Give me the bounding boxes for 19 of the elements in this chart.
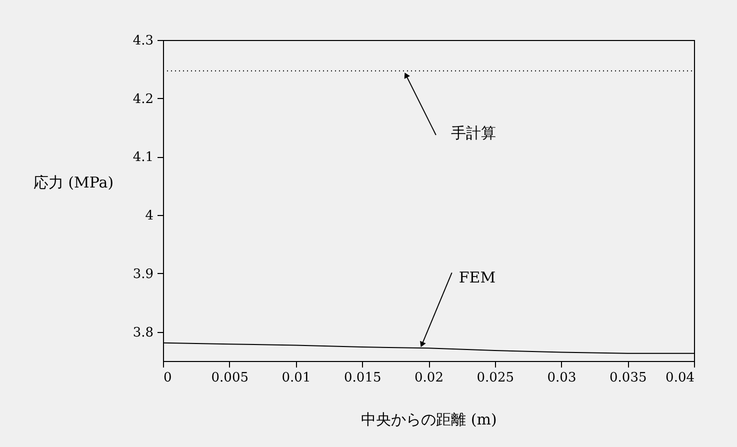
y-tick-label: 4.1 [132,150,154,166]
x-tick-label: 0.04 [666,370,694,386]
x-tick-label: 0.005 [211,370,248,386]
x-tick-label: 0.01 [282,370,311,386]
y-tick-label: 3.8 [132,325,154,340]
x-tick-label: 0 [164,370,172,386]
annotation: FEM [458,268,496,287]
x-tick-label: 0.02 [414,370,444,386]
annotation: 手計算 [450,124,496,142]
x-axis-title: 中央からの距離 (m) [361,410,497,428]
y-axis-title: 応力 (MPa) [33,174,114,192]
y-tick-label: 4 [145,208,154,224]
x-tick-label: 0.035 [610,370,647,386]
y-tick-label: 3.9 [132,266,154,282]
x-tick-label: 0.015 [344,370,382,386]
y-tick-label: 4.3 [132,34,154,48]
x-tick-label: 0.03 [547,370,576,386]
x-tick-label: 0.025 [476,370,514,386]
y-tick-label: 4.2 [132,92,154,107]
